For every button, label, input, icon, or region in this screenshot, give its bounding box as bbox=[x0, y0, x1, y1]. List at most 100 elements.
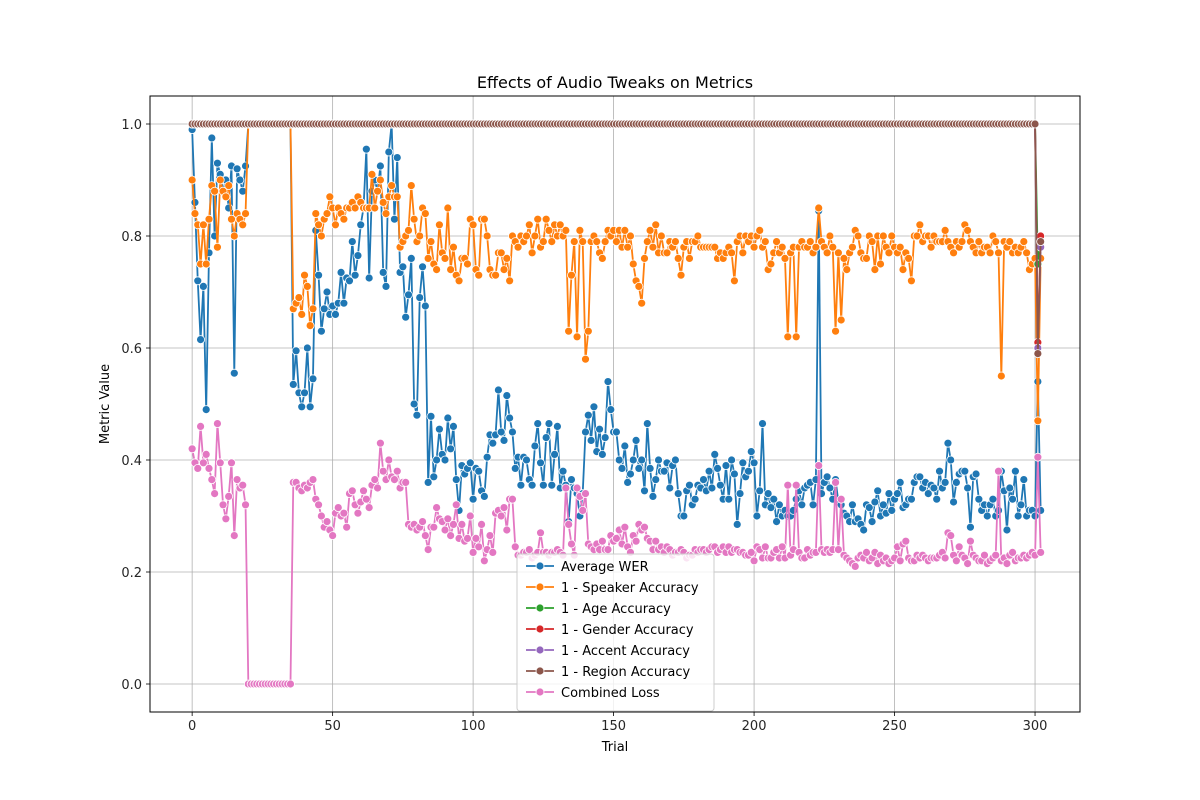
data-point bbox=[300, 270, 309, 280]
data-point bbox=[842, 265, 852, 275]
data-point bbox=[331, 220, 340, 230]
data-point bbox=[553, 421, 562, 431]
data-point bbox=[510, 463, 520, 473]
data-point bbox=[375, 161, 385, 171]
data-point bbox=[825, 231, 835, 241]
data-point bbox=[432, 265, 441, 275]
data-point bbox=[530, 441, 540, 451]
data-point bbox=[367, 169, 377, 179]
data-point bbox=[963, 225, 973, 235]
data-point bbox=[333, 503, 343, 513]
data-point bbox=[241, 161, 250, 171]
data-point bbox=[1013, 511, 1023, 521]
data-point bbox=[626, 231, 635, 241]
data-point bbox=[359, 486, 368, 496]
legend-label: 1 - Age Accuracy bbox=[561, 602, 671, 617]
data-point bbox=[732, 520, 742, 529]
data-point bbox=[907, 494, 916, 504]
data-point bbox=[985, 248, 995, 258]
data-point bbox=[572, 332, 582, 342]
data-point bbox=[316, 326, 326, 336]
legend-label: 1 - Region Accuracy bbox=[561, 665, 691, 680]
x-tick-label: 0 bbox=[188, 719, 196, 734]
data-point bbox=[193, 463, 203, 473]
data-point bbox=[449, 520, 458, 529]
data-point bbox=[946, 455, 956, 465]
data-point bbox=[538, 480, 548, 490]
data-point bbox=[474, 542, 484, 552]
data-point bbox=[241, 209, 250, 219]
data-point bbox=[347, 486, 357, 496]
data-point bbox=[378, 197, 388, 207]
data-point bbox=[238, 220, 248, 230]
data-point bbox=[867, 237, 877, 247]
data-point bbox=[449, 242, 458, 252]
data-point bbox=[440, 525, 450, 535]
data-point bbox=[637, 298, 647, 308]
data-point bbox=[477, 520, 486, 529]
data-point bbox=[878, 231, 888, 241]
data-point bbox=[912, 231, 922, 241]
legend-swatch-marker bbox=[535, 645, 545, 655]
data-point bbox=[300, 388, 309, 398]
data-point bbox=[370, 203, 380, 213]
data-point bbox=[297, 402, 307, 412]
data-point bbox=[213, 158, 222, 168]
data-point bbox=[538, 237, 548, 247]
series-1-speaker-accuracy bbox=[187, 119, 1046, 426]
data-point bbox=[232, 475, 242, 485]
data-point bbox=[238, 480, 248, 490]
data-point bbox=[513, 242, 523, 252]
x-tick-label: 50 bbox=[324, 719, 341, 734]
data-point bbox=[760, 237, 770, 247]
data-point bbox=[468, 548, 478, 557]
data-point bbox=[224, 181, 234, 191]
x-axis-label: Trial bbox=[601, 740, 629, 755]
data-point bbox=[884, 248, 894, 258]
data-point bbox=[204, 214, 214, 224]
data-point bbox=[465, 511, 475, 521]
data-point bbox=[662, 248, 672, 258]
data-point bbox=[884, 489, 894, 499]
data-point bbox=[623, 477, 633, 487]
data-point bbox=[201, 449, 211, 459]
data-point bbox=[198, 220, 208, 230]
data-point bbox=[634, 281, 644, 291]
data-point bbox=[951, 477, 961, 487]
data-point bbox=[474, 270, 484, 280]
data-point bbox=[499, 265, 509, 275]
data-point bbox=[943, 438, 953, 448]
data-point bbox=[1036, 548, 1046, 557]
data-point bbox=[1002, 559, 1012, 568]
data-point bbox=[966, 536, 975, 546]
data-point bbox=[339, 298, 349, 308]
data-point bbox=[760, 542, 770, 552]
data-point bbox=[828, 242, 838, 252]
data-point bbox=[614, 455, 624, 465]
data-point bbox=[434, 220, 444, 230]
data-point bbox=[418, 517, 427, 526]
data-point bbox=[833, 248, 843, 258]
y-tick-label: 0.2 bbox=[121, 566, 142, 581]
data-point bbox=[749, 458, 759, 468]
data-point bbox=[862, 548, 871, 557]
data-point bbox=[685, 253, 694, 263]
data-point bbox=[207, 133, 217, 143]
data-point bbox=[485, 531, 495, 540]
data-point bbox=[887, 231, 897, 241]
data-point bbox=[347, 237, 357, 247]
legend: Average WER 1 - Speaker Accuracy 1 - Age A… bbox=[516, 553, 715, 712]
data-point bbox=[308, 475, 318, 485]
data-point bbox=[364, 503, 374, 513]
data-point bbox=[378, 466, 388, 476]
data-point bbox=[387, 181, 397, 191]
data-point bbox=[960, 466, 970, 476]
data-point bbox=[446, 265, 456, 275]
data-point bbox=[791, 480, 801, 490]
data-point bbox=[575, 225, 585, 235]
data-point bbox=[805, 237, 815, 247]
data-point bbox=[392, 192, 402, 202]
data-point bbox=[963, 483, 973, 493]
data-point bbox=[384, 455, 394, 465]
data-point bbox=[707, 483, 717, 493]
